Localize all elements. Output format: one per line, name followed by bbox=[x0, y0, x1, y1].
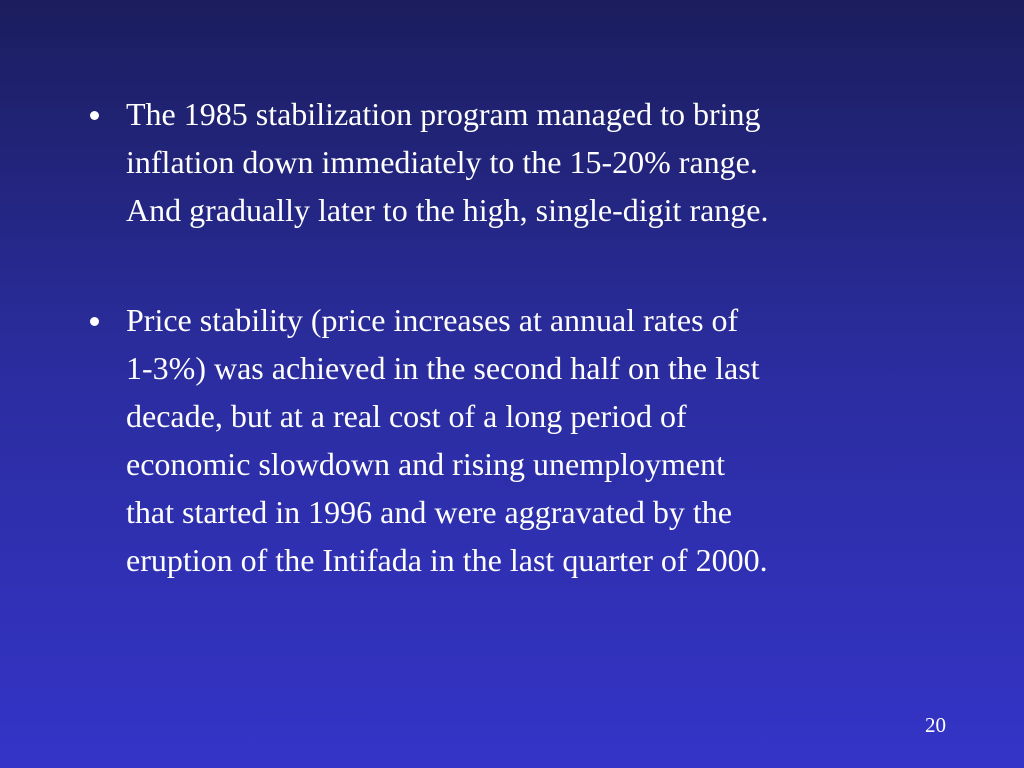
bullet-text-line: decade, but at a real cost of a long per… bbox=[126, 398, 687, 434]
bullet-marker bbox=[90, 111, 99, 120]
bullet-marker bbox=[90, 317, 99, 326]
bullet-item: Price stability (price increases at annu… bbox=[90, 296, 950, 584]
bullet-item: The 1985 stabilization program managed t… bbox=[90, 90, 950, 234]
bullet-text-line: And gradually later to the high, single-… bbox=[126, 192, 769, 228]
bullet-text-line: that started in 1996 and were aggravated… bbox=[126, 494, 732, 530]
bullet-text-line: inflation down immediately to the 15-20%… bbox=[126, 144, 758, 180]
bullet-text-line: The 1985 stabilization program managed t… bbox=[126, 96, 761, 132]
bullet-text-line: eruption of the Intifada in the last qua… bbox=[126, 542, 768, 578]
page-number: 20 bbox=[925, 713, 946, 737]
bullet-text-line: Price stability (price increases at annu… bbox=[126, 302, 739, 338]
bullet-text-line: 1-3%) was achieved in the second half on… bbox=[126, 350, 760, 386]
bullet-text-line: economic slowdown and rising unemploymen… bbox=[126, 446, 726, 482]
